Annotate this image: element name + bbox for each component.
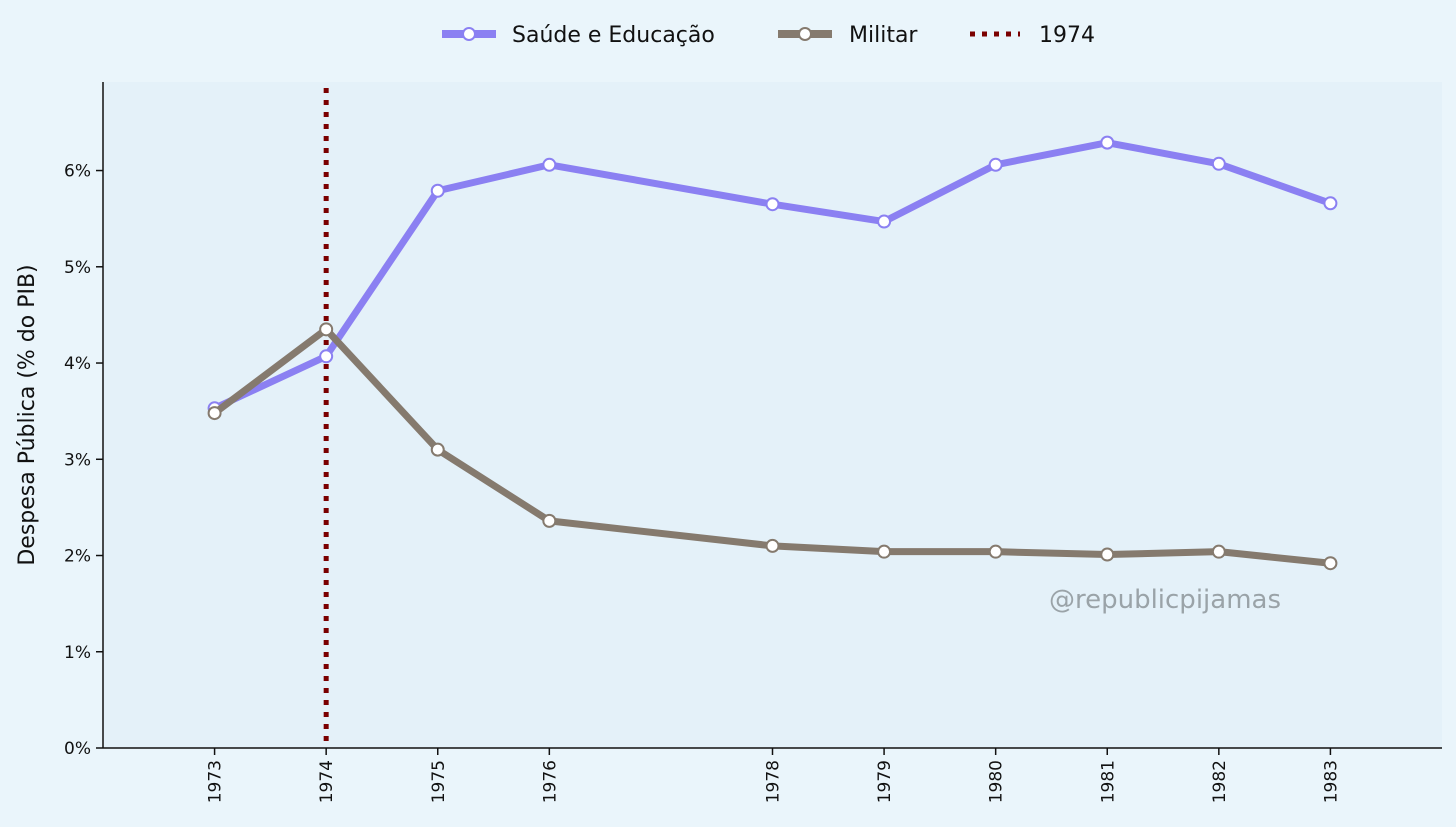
x-tick-label-3: 1976 (540, 760, 560, 803)
point-military-1983 (1323, 556, 1338, 571)
point-military-1978 (765, 538, 780, 553)
point-health-education-1982 (1211, 156, 1226, 171)
x-tick-label-2: 1975 (429, 760, 449, 803)
point-health-education-1976 (542, 157, 557, 172)
series-layer (207, 135, 1338, 571)
x-tick-label-4: 1978 (764, 760, 784, 803)
series-line-health-education (211, 139, 1334, 412)
legend: Saúde e Educação Militar 1974 (442, 23, 1095, 48)
point-military-1979 (877, 544, 892, 559)
y-tick-label-6: 6% (64, 162, 91, 182)
y-tick-label-3: 3% (64, 450, 91, 470)
y-tick-label-0: 0% (64, 739, 91, 759)
x-tick-label-5: 1979 (875, 760, 895, 803)
legend-label-military: Militar (849, 23, 918, 48)
x-tick-label-6: 1980 (987, 760, 1007, 803)
series-line-military (211, 325, 1334, 567)
legend-entry-1974: 1974 (970, 23, 1095, 48)
legend-label-health-education: Saúde e Educação (512, 23, 715, 48)
x-tick-label-0: 1973 (206, 760, 226, 803)
x-tick-label-9: 1983 (1321, 760, 1341, 803)
legend-marker-military (798, 27, 812, 41)
point-military-1981 (1100, 547, 1115, 562)
legend-entry-health-education: Saúde e Educação (442, 23, 715, 48)
x-tick-label-8: 1982 (1210, 760, 1230, 803)
y-tick-label-5: 5% (64, 258, 91, 278)
point-health-education-1979 (877, 214, 892, 229)
legend-label-1974: 1974 (1039, 23, 1095, 48)
watermark: @republicpijamas (1049, 585, 1281, 615)
x-ticks: 1973 1974 1975 1976 1978 1979 1980 1981 1982 1983 (206, 748, 1341, 803)
y-tick-label-2: 2% (64, 547, 91, 567)
point-health-education-1981 (1100, 135, 1115, 150)
point-military-1973 (207, 406, 222, 421)
point-military-1975 (430, 442, 445, 457)
y-ticks: 0% 1% 2% 3% 4% 5% 6% (64, 162, 103, 759)
y-tick-label-4: 4% (64, 354, 91, 374)
point-military-1974 (319, 322, 334, 337)
point-health-education-1980 (988, 157, 1003, 172)
point-health-education-1975 (430, 183, 445, 198)
legend-entry-military: Militar (778, 23, 918, 48)
y-tick-label-1: 1% (64, 643, 91, 663)
point-military-1980 (988, 544, 1003, 559)
y-axis-title: Despesa Pública (% do PIB) (15, 264, 40, 565)
plot-area (103, 82, 1442, 748)
legend-marker-health-education (462, 27, 476, 41)
x-tick-label-7: 1981 (1098, 760, 1118, 803)
x-tick-label-1: 1974 (317, 760, 337, 803)
point-military-1976 (542, 513, 557, 528)
point-health-education-1974 (319, 349, 334, 364)
point-health-education-1983 (1323, 196, 1338, 211)
point-military-1982 (1211, 544, 1226, 559)
point-health-education-1978 (765, 197, 780, 212)
